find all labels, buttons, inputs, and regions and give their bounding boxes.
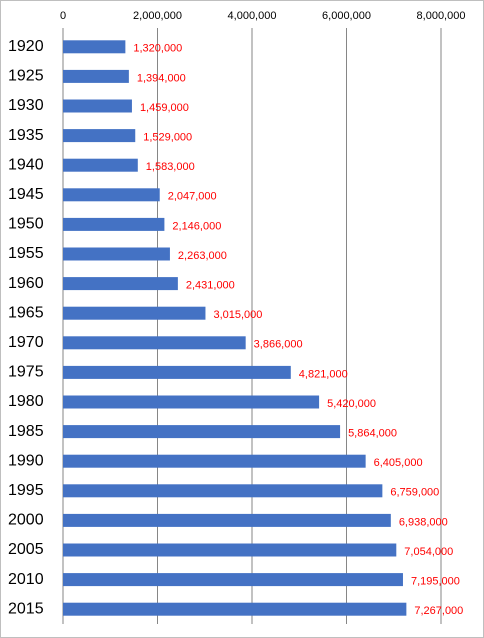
y-tick-label: 1960 (8, 275, 44, 292)
bar (63, 336, 246, 350)
y-tick-label: 1985 (8, 423, 44, 440)
bar (63, 602, 407, 616)
bar (63, 40, 126, 54)
bar (63, 188, 160, 202)
y-tick-label: 1980 (8, 393, 44, 410)
bar (63, 513, 391, 527)
x-tick-label: 4,000,000 (228, 10, 277, 22)
y-tick-label: 2010 (8, 571, 44, 588)
y-tick-label: 1995 (8, 482, 44, 499)
bar (63, 484, 383, 498)
value-label: 1,583,000 (146, 161, 195, 173)
y-tick-label: 1935 (8, 127, 44, 144)
value-label: 5,864,000 (348, 428, 397, 440)
y-tick-label: 1925 (8, 68, 44, 85)
y-tick-label: 1955 (8, 245, 44, 262)
y-tick-label: 1970 (8, 334, 44, 351)
bar (63, 99, 132, 113)
value-label: 7,267,000 (414, 605, 463, 617)
bar (63, 365, 291, 379)
bar (63, 129, 136, 143)
value-label: 6,938,000 (399, 516, 448, 528)
y-tick-label: 2000 (8, 512, 44, 529)
bar (63, 247, 170, 261)
y-tick-label: 1945 (8, 186, 44, 203)
value-label: 1,459,000 (140, 102, 189, 114)
y-tick-label: 2005 (8, 541, 44, 558)
y-tick-label: 1990 (8, 452, 44, 469)
bar (63, 217, 165, 231)
bar (63, 543, 397, 557)
value-label: 4,821,000 (299, 368, 348, 380)
value-label: 1,320,000 (133, 43, 182, 55)
y-tick-label: 1965 (8, 304, 44, 321)
y-tick-label: 1940 (8, 156, 44, 173)
value-label: 7,195,000 (411, 576, 460, 588)
value-label: 6,759,000 (390, 487, 439, 499)
value-label: 2,431,000 (186, 280, 235, 292)
value-label: 3,015,000 (213, 309, 262, 321)
bar (63, 573, 403, 587)
y-tick-label: 1950 (8, 216, 44, 233)
value-label: 2,263,000 (178, 250, 227, 262)
x-tick-label: 6,000,000 (322, 10, 371, 22)
bar (63, 454, 366, 468)
value-label: 5,420,000 (327, 398, 376, 410)
value-label: 2,146,000 (172, 220, 221, 232)
value-label: 2,047,000 (168, 191, 217, 203)
x-tick-label: 2,000,000 (133, 10, 182, 22)
bar (63, 277, 178, 291)
y-tick-label: 1920 (8, 38, 44, 55)
bar (63, 69, 129, 83)
value-label: 7,054,000 (404, 546, 453, 558)
value-label: 3,866,000 (254, 339, 303, 351)
y-tick-label: 1930 (8, 97, 44, 114)
value-label: 1,394,000 (137, 72, 186, 84)
value-label: 1,529,000 (143, 132, 192, 144)
bar (63, 395, 320, 409)
value-label: 6,405,000 (374, 457, 423, 469)
y-tick-label: 2015 (8, 600, 44, 617)
bar (63, 425, 341, 439)
bar (63, 158, 138, 172)
y-tick-label: 1975 (8, 364, 44, 381)
x-tick-label: 0 (60, 10, 66, 22)
x-tick-label: 8,000,000 (417, 10, 466, 22)
bar (63, 306, 206, 320)
